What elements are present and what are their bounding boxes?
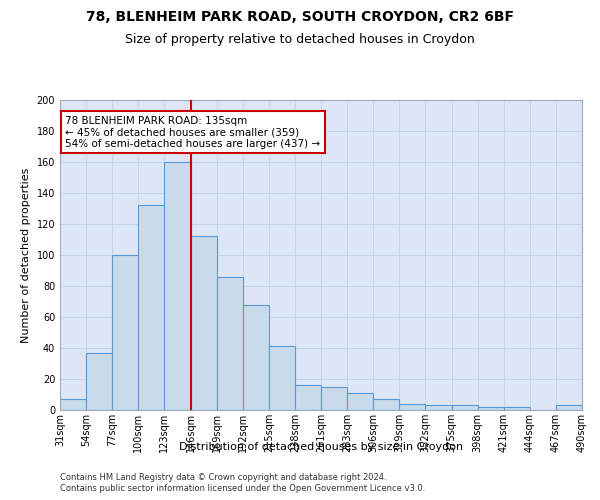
- Bar: [191, 236, 217, 410]
- Bar: [452, 406, 478, 410]
- Text: Contains HM Land Registry data © Crown copyright and database right 2024.: Contains HM Land Registry data © Crown c…: [60, 472, 386, 482]
- Bar: [504, 407, 530, 410]
- Bar: [242, 304, 269, 410]
- Text: 78, BLENHEIM PARK ROAD, SOUTH CROYDON, CR2 6BF: 78, BLENHEIM PARK ROAD, SOUTH CROYDON, C…: [86, 10, 514, 24]
- Bar: [60, 399, 86, 410]
- Bar: [556, 406, 582, 410]
- Bar: [373, 399, 400, 410]
- Bar: [139, 206, 164, 410]
- Text: Distribution of detached houses by size in Croydon: Distribution of detached houses by size …: [179, 442, 463, 452]
- Text: Size of property relative to detached houses in Croydon: Size of property relative to detached ho…: [125, 32, 475, 46]
- Bar: [112, 255, 139, 410]
- Bar: [269, 346, 295, 410]
- Y-axis label: Number of detached properties: Number of detached properties: [21, 168, 31, 342]
- Bar: [321, 387, 347, 410]
- Bar: [347, 393, 373, 410]
- Text: Contains public sector information licensed under the Open Government Licence v3: Contains public sector information licen…: [60, 484, 425, 493]
- Bar: [164, 162, 191, 410]
- Text: 78 BLENHEIM PARK ROAD: 135sqm
← 45% of detached houses are smaller (359)
54% of : 78 BLENHEIM PARK ROAD: 135sqm ← 45% of d…: [65, 116, 320, 148]
- Bar: [400, 404, 425, 410]
- Bar: [86, 352, 112, 410]
- Bar: [425, 406, 452, 410]
- Bar: [478, 407, 504, 410]
- Bar: [217, 276, 243, 410]
- Bar: [295, 385, 321, 410]
